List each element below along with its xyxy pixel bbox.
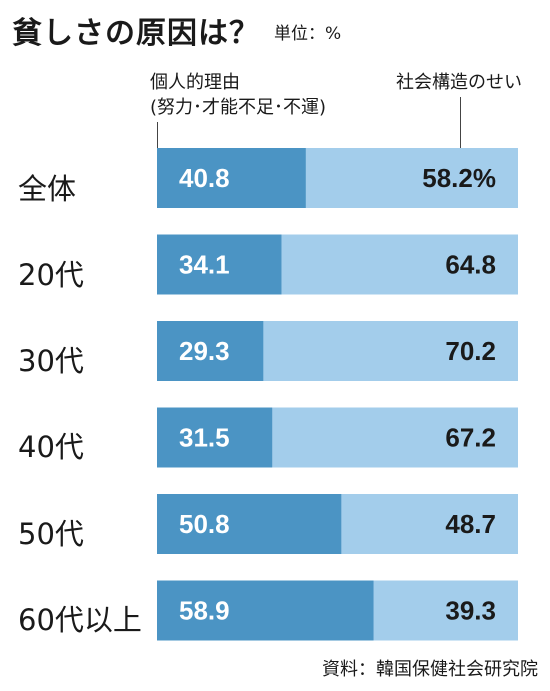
chart-title: 貧しさの原因は？ — [12, 16, 260, 51]
bar-personal-value: 40.8 — [179, 163, 230, 193]
bar-personal — [157, 321, 264, 381]
category-label: 20代 — [18, 258, 84, 292]
category-label: 60代以上 — [18, 603, 142, 637]
legend-personal: 個人的理由 (努力･才能不足･不運) — [150, 70, 326, 120]
bar-social-value: 70.2 — [445, 336, 496, 366]
bar-social-value: 67.2 — [445, 423, 496, 453]
legend-social-line-1: 社会構造のせい — [396, 72, 522, 93]
bar-personal-value: 34.1 — [179, 250, 230, 280]
legend-personal-line-2: (努力･才能不足･不運) — [150, 97, 327, 118]
legend-social-leader — [460, 97, 461, 148]
bar-personal — [157, 580, 374, 641]
bar-personal-value: 29.3 — [179, 336, 230, 366]
unit-label: 単位：% — [274, 24, 342, 44]
bar-social-value: 48.7 — [445, 509, 496, 539]
bar-personal-value: 58.9 — [179, 596, 230, 626]
bar-social-value: 64.8 — [445, 250, 496, 280]
category-label: 40代 — [18, 430, 84, 464]
bar-personal — [157, 494, 342, 554]
legend-social: 社会構造のせい — [396, 70, 522, 95]
title-row: 貧しさの原因は？ 単位：% — [12, 8, 341, 52]
bar-personal — [157, 407, 273, 468]
bar-personal — [157, 234, 282, 295]
bar-personal — [157, 148, 306, 208]
source-note: 資料：韓国保健社会研究院 — [322, 659, 538, 680]
bar-personal-value: 50.8 — [179, 509, 230, 539]
legend-personal-leader — [157, 122, 158, 148]
bar-social-value: 39.3 — [445, 596, 496, 626]
category-label: 30代 — [18, 344, 84, 378]
legend-personal-line-1: 個人的理由 — [150, 72, 240, 93]
category-label: 全体 — [18, 172, 77, 206]
category-label: 50代 — [18, 517, 84, 551]
bar-social-value: 58.2% — [422, 163, 496, 193]
bar-personal-value: 31.5 — [179, 423, 230, 453]
